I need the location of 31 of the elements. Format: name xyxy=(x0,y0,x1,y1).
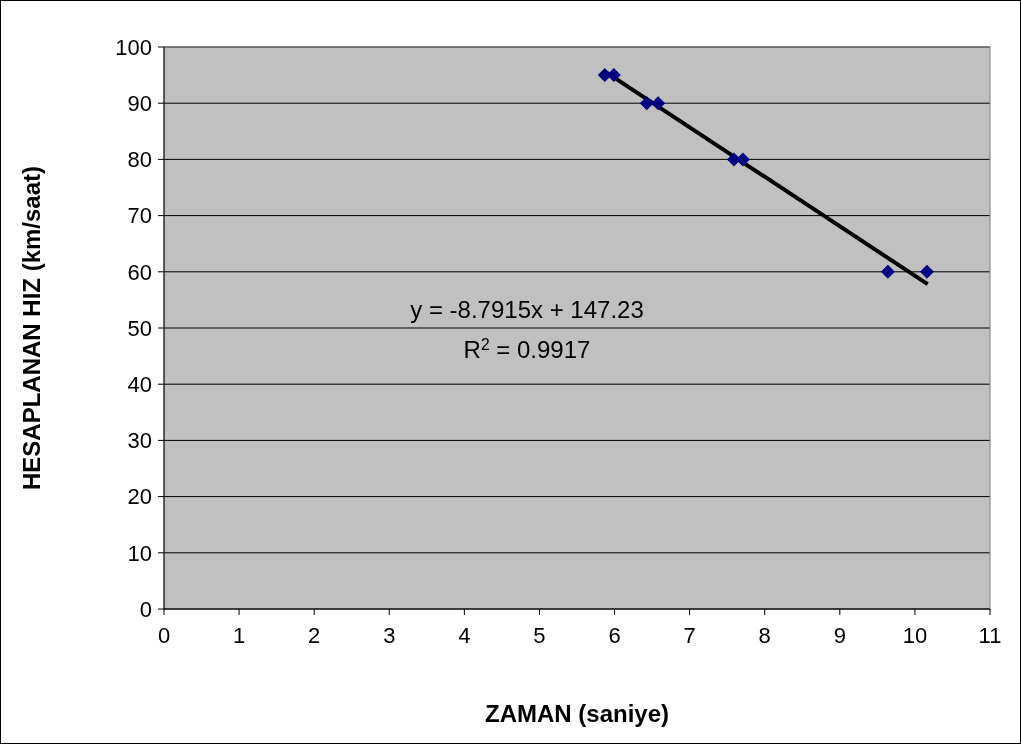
y-tick-label: 60 xyxy=(127,259,152,285)
x-tick-label: 4 xyxy=(458,623,471,648)
x-tick-label: 11 xyxy=(978,623,1002,648)
x-tick-label: 10 xyxy=(902,623,928,648)
point xyxy=(919,264,934,279)
x-tick-label: 2 xyxy=(308,623,321,648)
x-tick-label: 8 xyxy=(758,623,771,648)
annotation: y = -8.7915x + 147.23 xyxy=(410,296,644,323)
annotation: R$^{2}$ = 0.9917 xyxy=(463,335,591,363)
x-tick-label: 5 xyxy=(533,623,546,648)
point xyxy=(639,96,654,111)
x-tick-label: 3 xyxy=(383,623,396,648)
x-tick-label: 9 xyxy=(833,623,846,648)
y-tick-label: 40 xyxy=(127,371,152,397)
y-tick-label: 70 xyxy=(127,203,152,229)
x-tick-label: 1 xyxy=(232,623,246,648)
y-tick-label: 20 xyxy=(127,484,152,510)
x-tick-label: 6 xyxy=(608,623,621,648)
y-tick-label: 80 xyxy=(127,147,152,173)
y-tick-label: 100 xyxy=(115,34,152,60)
y-tick-label: 10 xyxy=(127,540,152,566)
y-tick-label: 0 xyxy=(139,596,152,622)
y-tick-label: 30 xyxy=(127,428,152,454)
y-axis-title: HESAPLANAN HIZ (km/saat) xyxy=(18,165,45,491)
point xyxy=(880,264,895,279)
x-tick-label: 7 xyxy=(683,623,696,648)
x-axis-title: ZAMAN (saniye) xyxy=(484,700,670,727)
point xyxy=(651,96,666,111)
x-tick-label: 0 xyxy=(157,623,171,648)
y-tick-label: 50 xyxy=(127,315,152,341)
y-tick-label: 90 xyxy=(127,90,152,116)
